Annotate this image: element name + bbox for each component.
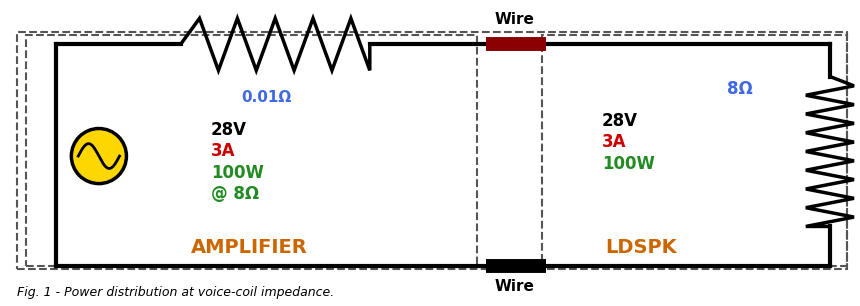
Ellipse shape [71, 129, 126, 184]
Text: 28V: 28V [602, 112, 638, 130]
Text: 3A: 3A [602, 133, 626, 151]
Text: Wire: Wire [494, 12, 534, 28]
Text: AMPLIFIER: AMPLIFIER [191, 238, 308, 257]
Text: @ 8Ω: @ 8Ω [211, 185, 259, 203]
Text: 0.01Ω: 0.01Ω [242, 90, 292, 106]
Text: 100W: 100W [602, 155, 654, 173]
Text: 28V: 28V [211, 121, 247, 139]
Text: 8Ω: 8Ω [727, 80, 752, 98]
Text: 100W: 100W [211, 164, 263, 182]
Text: Fig. 1 - Power distribution at voice-coil impedance.: Fig. 1 - Power distribution at voice-coi… [17, 286, 335, 299]
Text: LDSPK: LDSPK [605, 238, 677, 257]
Text: 3A: 3A [211, 143, 235, 160]
Text: Wire: Wire [494, 278, 534, 294]
